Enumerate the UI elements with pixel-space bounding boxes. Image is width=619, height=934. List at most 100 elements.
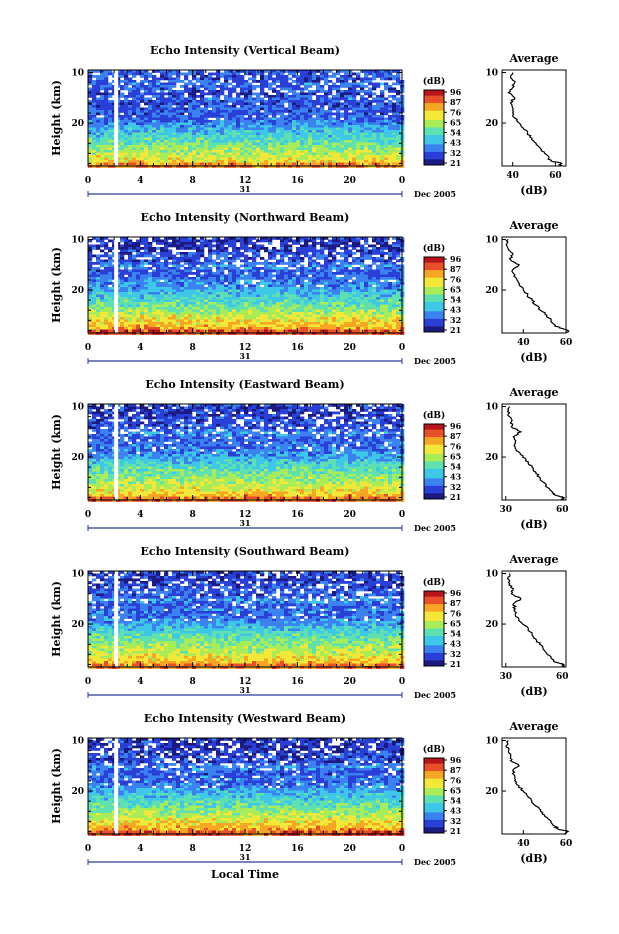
profile-x-tick-label: 60 [560,839,573,849]
date-label: Dec 2005 [414,523,456,533]
panel-0: Echo Intensity (Vertical Beam)2010Height… [50,44,566,199]
panel-title: Echo Intensity (Eastward Beam) [145,378,344,391]
x-tick-label: 4 [137,176,143,186]
x-tick-label: 16 [291,176,304,186]
colorbar-tick-label: 54 [450,462,462,472]
x-tick-label: 20 [343,176,356,186]
x-tick-label: 16 [291,844,304,854]
x-tick-label: 4 [137,343,143,353]
x-tick-label: 0 [85,510,91,520]
profile-y-tick-label: 10 [485,570,498,580]
profile-y-tick-label: 10 [485,737,498,747]
y-tick-label: 20 [71,453,84,463]
panel-title: Echo Intensity (Northward Beam) [141,211,350,224]
x-tick-label: 8 [190,844,196,854]
profile-x-tick-label: 60 [556,505,569,515]
x-tick-label: 0 [85,677,91,687]
x-tick-label: 0 [399,677,405,687]
x-tick-label: 16 [291,343,304,353]
profile-title: Average [508,386,558,399]
data-gap [114,404,118,500]
x-tick-label: 0 [399,343,405,353]
colorbar-title: (dB) [423,744,445,755]
colorbar-title: (dB) [423,76,445,87]
x-tick-label: 4 [137,510,143,520]
date-label: Dec 2005 [414,189,456,199]
x-tick-label: 20 [343,510,356,520]
y-tick-label: 20 [71,286,84,296]
colorbar-tick-label: 21 [450,659,461,669]
profile-x-label: (dB) [520,351,547,364]
colorbar-tick-label: 43 [450,305,462,315]
colorbar-tick-label: 21 [450,158,461,168]
x-tick-label: 20 [343,844,356,854]
colorbar-tick-label: 87 [450,765,461,775]
profile-x-tick-label: 40 [506,171,519,181]
colorbar-tick-label: 65 [450,284,461,294]
colorbar-tick-label: 65 [450,618,461,628]
y-tick-label: 20 [71,787,84,797]
profile-line [508,73,561,167]
x-tick-label: 16 [291,677,304,687]
colorbar-tick-label: 96 [450,588,462,598]
data-gap [114,738,118,834]
colorbar-tick-label: 43 [450,472,462,482]
colorbar-tick-label: 54 [450,796,462,806]
profile-y-tick-label: 20 [485,453,498,463]
y-tick-label: 20 [71,620,84,630]
panel-title: Echo Intensity (Vertical Beam) [150,44,340,57]
colorbar-tick-label: 76 [450,274,462,284]
x-tick-label: 20 [343,343,356,353]
heatmap-cells [88,571,404,669]
x-tick-label: 0 [399,844,405,854]
profile-line [506,741,568,835]
profile-frame [502,237,566,333]
x-tick-label: 20 [343,677,356,687]
y-tick-label: 10 [71,69,84,79]
profile-x-tick-label: 30 [499,505,512,515]
colorbar-tick-label: 21 [450,826,461,836]
colorbar-tick-label: 65 [450,451,461,461]
x-tick-label: 0 [85,176,91,186]
colorbar-tick-label: 96 [450,755,462,765]
x-tick-label: 8 [190,176,196,186]
y-tick-label: 10 [71,737,84,747]
profile-frame [502,571,566,667]
panel-title: Echo Intensity (Southward Beam) [141,545,350,558]
heatmap-cells [88,738,404,836]
profile-y-tick-label: 20 [485,620,498,630]
y-tick-label: 10 [71,403,84,413]
colorbar-tick-label: 87 [450,97,461,107]
profile-y-tick-label: 10 [485,403,498,413]
colorbar-tick-label: 43 [450,639,462,649]
profile-x-tick-label: 40 [517,338,530,348]
x-tick-label: 8 [190,677,196,687]
profile-frame [502,70,566,166]
panel-3: Echo Intensity (Southward Beam)2010Heigh… [50,545,569,700]
profile-y-tick-label: 20 [485,787,498,797]
x-tick-label: 0 [85,844,91,854]
x-tick-label: 4 [137,844,143,854]
colorbar-tick-label: 65 [450,117,461,127]
colorbar-tick-label: 32 [450,148,461,158]
colorbar-tick-label: 54 [450,128,462,138]
profile-line [508,574,564,668]
x-tick-label: 0 [399,510,405,520]
colorbar-tick-label: 32 [450,816,461,826]
day-label: 31 [239,351,250,361]
x-tick-label: 4 [137,677,143,687]
profile-x-tick-label: 30 [499,672,512,682]
colorbar-tick-label: 32 [450,482,461,492]
profile-x-label: (dB) [520,685,547,698]
day-label: 31 [239,184,250,194]
profile-line [506,240,568,334]
y-axis-label: Height (km) [50,247,63,323]
colorbar-tick-label: 76 [450,441,462,451]
profile-y-tick-label: 10 [485,236,498,246]
colorbar-tick-label: 54 [450,295,462,305]
colorbar-tick-label: 96 [450,421,462,431]
profile-x-tick-label: 60 [549,171,562,181]
colorbar-tick-label: 54 [450,629,462,639]
